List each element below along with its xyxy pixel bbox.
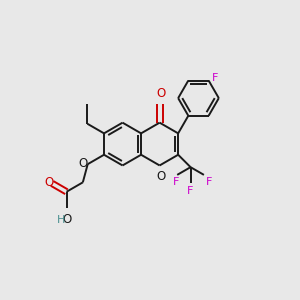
Text: O: O: [157, 169, 166, 183]
Text: F: F: [206, 177, 212, 187]
Text: F: F: [172, 177, 179, 187]
Text: O: O: [62, 213, 71, 226]
Text: H: H: [56, 215, 65, 225]
Text: O: O: [78, 157, 88, 170]
Text: O: O: [156, 87, 165, 100]
Text: F: F: [188, 185, 194, 196]
Text: F: F: [212, 73, 219, 83]
Text: O: O: [44, 176, 53, 189]
